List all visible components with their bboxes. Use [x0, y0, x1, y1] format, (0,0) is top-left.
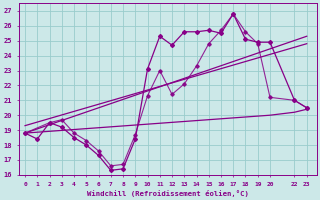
X-axis label: Windchill (Refroidissement éolien,°C): Windchill (Refroidissement éolien,°C)	[87, 190, 249, 197]
